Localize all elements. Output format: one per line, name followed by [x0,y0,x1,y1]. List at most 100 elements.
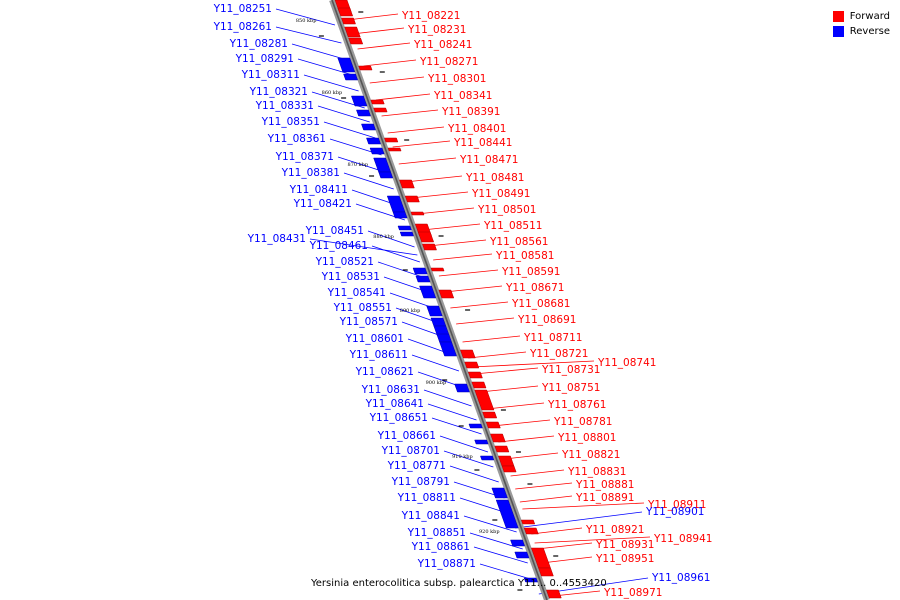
forward-gene-label[interactable]: Y11_08561 [489,236,548,248]
forward-gene-label[interactable]: Y11_08681 [511,298,570,310]
forward-gene-label[interactable]: Y11_08831 [567,466,626,478]
forward-gene-block[interactable] [460,350,475,358]
reverse-gene-label[interactable]: Y11_08641 [365,398,424,410]
reverse-gene-label[interactable]: Y11_08381 [281,167,340,179]
reverse-gene-label[interactable]: Y11_08771 [387,460,446,472]
forward-gene-block[interactable] [502,466,516,472]
reverse-gene-label[interactable]: Y11_08431 [247,233,306,245]
forward-gene-label[interactable]: Y11_08301 [427,73,486,85]
reverse-gene-label[interactable]: Y11_08861 [411,541,470,553]
reverse-gene-label[interactable]: Y11_08461 [309,240,368,252]
reverse-gene-label[interactable]: Y11_08811 [397,492,456,504]
reverse-gene-label[interactable]: Y11_08421 [293,198,352,210]
forward-gene-label[interactable]: Y11_08751 [541,382,600,394]
forward-gene-label[interactable]: Y11_08231 [407,24,466,36]
reverse-gene-label[interactable]: Y11_08871 [417,558,476,570]
forward-gene-block[interactable] [439,290,454,298]
reverse-gene-label[interactable]: Y11_08651 [369,412,428,424]
reverse-gene-label[interactable]: Y11_08611 [349,349,408,361]
forward-gene-label[interactable]: Y11_08401 [447,123,506,135]
reverse-gene-block[interactable] [344,74,358,80]
reverse-gene-block[interactable] [398,226,411,230]
forward-gene-block[interactable] [388,148,401,151]
forward-gene-block[interactable] [472,382,486,388]
reverse-gene-label[interactable]: Y11_08321 [249,86,308,98]
reverse-gene-label[interactable]: Y11_08371 [275,151,334,163]
forward-gene-label[interactable]: Y11_08821 [561,449,620,461]
reverse-gene-block[interactable] [379,172,393,178]
forward-gene-block[interactable] [422,244,436,250]
forward-gene-label[interactable]: Y11_08591 [501,266,560,278]
forward-gene-label[interactable]: Y11_08471 [459,154,518,166]
forward-gene-label[interactable]: Y11_08581 [495,250,554,262]
forward-gene-block[interactable] [546,590,561,598]
forward-gene-label[interactable]: Y11_08741 [597,357,656,369]
forward-gene-block[interactable] [468,372,482,378]
forward-gene-label[interactable]: Y11_08921 [585,524,644,536]
reverse-gene-block[interactable] [361,124,375,130]
forward-gene-block[interactable] [338,8,353,16]
forward-gene-label[interactable]: Y11_08891 [575,492,634,504]
reverse-gene-label[interactable]: Y11_08631 [361,384,420,396]
reverse-gene-label[interactable]: Y11_08251 [213,3,272,15]
forward-gene-block[interactable] [539,568,554,576]
reverse-gene-label[interactable]: Y11_08291 [235,53,294,65]
reverse-gene-label[interactable]: Y11_08351 [261,116,320,128]
reverse-gene-label[interactable]: Y11_08961 [651,572,710,584]
reverse-gene-block[interactable] [455,384,470,392]
forward-gene-label[interactable]: Y11_08881 [575,479,634,491]
forward-gene-label[interactable]: Y11_08671 [505,282,564,294]
reverse-gene-label[interactable]: Y11_08531 [321,271,380,283]
reverse-gene-block[interactable] [515,552,529,558]
reverse-gene-label[interactable]: Y11_08791 [391,476,450,488]
reverse-gene-label[interactable]: Y11_08851 [407,527,466,539]
reverse-gene-label[interactable]: Y11_08281 [229,38,288,50]
forward-gene-label[interactable]: Y11_08691 [517,314,576,326]
reverse-gene-label[interactable]: Y11_08311 [241,69,300,81]
reverse-gene-label[interactable]: Y11_08621 [355,366,414,378]
reverse-gene-label[interactable]: Y11_08551 [333,302,392,314]
forward-gene-label[interactable]: Y11_08221 [401,10,460,22]
forward-gene-label[interactable]: Y11_08721 [529,348,588,360]
forward-gene-label[interactable]: Y11_08341 [433,90,492,102]
reverse-gene-block[interactable] [431,318,446,326]
forward-gene-label[interactable]: Y11_08241 [413,39,472,51]
forward-gene-block[interactable] [495,446,509,452]
forward-gene-block[interactable] [371,100,384,104]
forward-gene-block[interactable] [491,434,506,442]
forward-gene-block[interactable] [405,196,419,202]
forward-gene-label[interactable]: Y11_08501 [477,204,536,216]
forward-gene-label[interactable]: Y11_08481 [465,172,524,184]
reverse-gene-block[interactable] [400,232,413,236]
reverse-gene-block[interactable] [356,110,370,116]
forward-gene-label[interactable]: Y11_08801 [557,432,616,444]
reverse-gene-block[interactable] [366,138,380,144]
reverse-gene-label[interactable]: Y11_08841 [401,510,460,522]
reverse-gene-label[interactable]: Y11_08701 [381,445,440,457]
forward-gene-label[interactable]: Y11_08941 [653,533,712,545]
reverse-gene-label[interactable]: Y11_08331 [255,100,314,112]
reverse-gene-block[interactable] [480,456,493,460]
reverse-gene-label[interactable]: Y11_08901 [645,506,704,518]
reverse-gene-label[interactable]: Y11_08521 [315,256,374,268]
reverse-gene-block[interactable] [475,440,488,444]
reverse-gene-block[interactable] [437,334,452,342]
reverse-gene-block[interactable] [416,276,430,282]
reverse-gene-label[interactable]: Y11_08411 [289,184,348,196]
forward-gene-block[interactable] [384,138,397,142]
forward-gene-block[interactable] [521,520,534,524]
reverse-gene-block[interactable] [393,212,407,218]
forward-gene-block[interactable] [465,362,479,368]
forward-gene-label[interactable]: Y11_08441 [453,137,512,149]
forward-gene-label[interactable]: Y11_08391 [441,106,500,118]
reverse-gene-block[interactable] [413,268,427,274]
forward-gene-block[interactable] [349,38,363,44]
forward-gene-label[interactable]: Y11_08931 [595,539,654,551]
forward-gene-label[interactable]: Y11_08951 [595,553,654,565]
forward-gene-label[interactable]: Y11_08511 [483,220,542,232]
forward-gene-label[interactable]: Y11_08271 [419,56,478,68]
reverse-gene-label[interactable]: Y11_08261 [213,21,272,33]
forward-gene-label[interactable]: Y11_08761 [547,399,606,411]
reverse-gene-block[interactable] [370,148,384,154]
reverse-gene-label[interactable]: Y11_08361 [267,133,326,145]
